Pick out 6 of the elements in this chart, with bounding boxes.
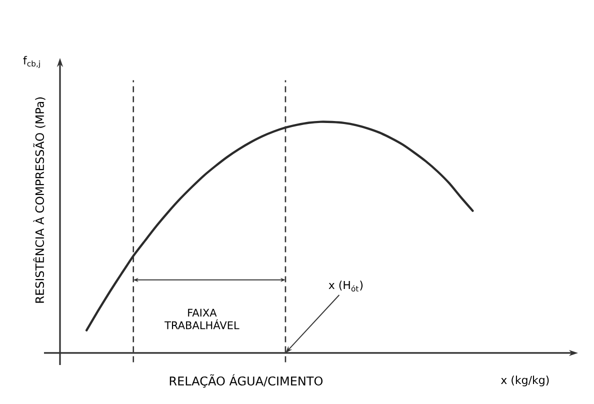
y-axis-title: RESISTÊNCIA À COMPRESSÃO (MPa) [33, 97, 46, 303]
annotation: x (H$_{ót}$) [328, 280, 363, 292]
text: f$_{cb,j}$ [23, 56, 40, 68]
annotation: FAIXA TRABALHÁVEL [164, 308, 240, 330]
text: x (kg/kg) [500, 376, 549, 386]
x-axis-title: RELAÇÃO ÁGUA/CIMENTO [170, 374, 323, 388]
